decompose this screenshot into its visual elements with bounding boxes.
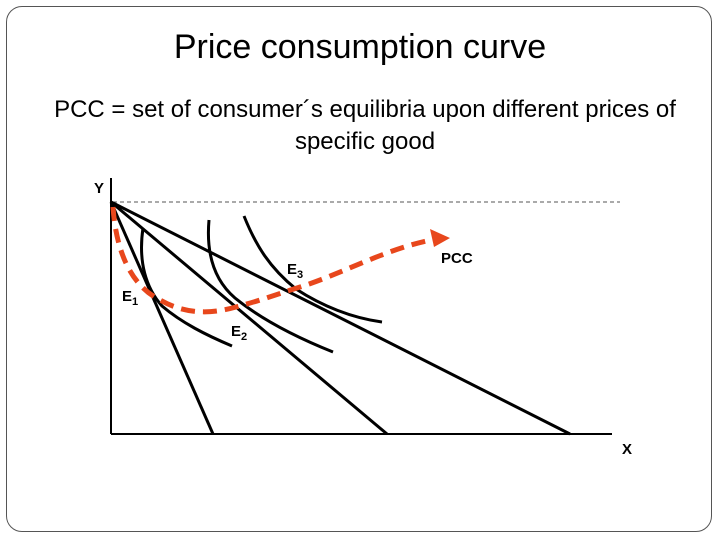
pcc-curve: [110, 206, 443, 315]
equilibrium-label-e2: E2: [231, 323, 247, 343]
budget-line-3: [110, 200, 571, 436]
slide-subtitle: PCC = set of consumer´s equilibria upon …: [54, 96, 676, 155]
y-axis-label: Y: [94, 180, 104, 197]
slide-title: Price consumption curve: [173, 28, 547, 66]
equilibrium-label-e3: E3: [287, 261, 303, 281]
equilibrium-label-e1: E1: [122, 288, 138, 308]
indifference-curve-2: [206, 219, 334, 354]
pcc-label: PCC: [441, 250, 473, 267]
indifference-curve-1: [140, 227, 233, 348]
indifference-curve-3: [242, 215, 383, 324]
budget-line-2: [110, 200, 388, 436]
pcc-arrowhead: [430, 229, 450, 247]
budget-line-1: [109, 201, 215, 435]
x-axis-label: X: [622, 441, 632, 458]
slide-frame: [6, 6, 712, 532]
